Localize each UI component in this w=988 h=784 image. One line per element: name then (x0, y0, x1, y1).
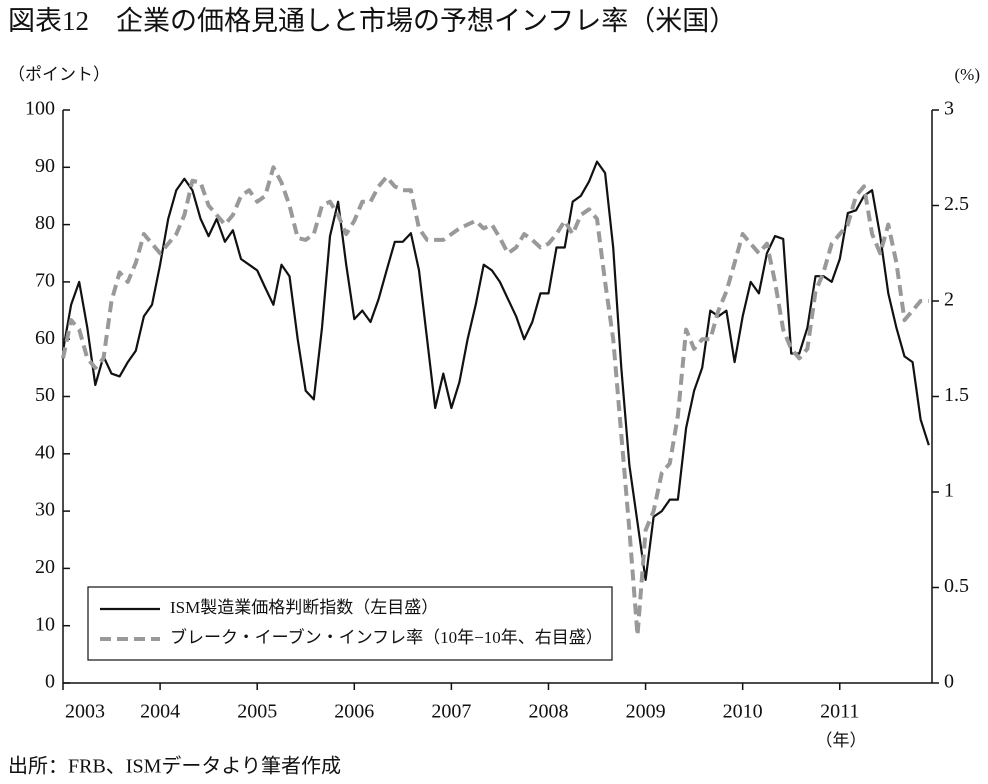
legend-box (87, 586, 613, 661)
y-tick-label: 30 (35, 499, 55, 521)
y-tick-label: 0 (45, 671, 55, 693)
x-axis-label: （年） (816, 731, 867, 750)
x-tick-label: 2004 (140, 701, 180, 723)
y-tick-label: 70 (35, 269, 55, 291)
y2-tick-label: 1.5 (944, 384, 969, 406)
legend-label: ブレーク・イーブン・インフレ率（10年−10年、右目盛） (170, 627, 603, 647)
x-tick-label: 2008 (528, 701, 568, 723)
x-tick-label: 2005 (237, 701, 277, 723)
series-line (61, 160, 930, 582)
y2-tick-label: 3 (944, 98, 954, 120)
y2-tick-label: 0 (944, 671, 954, 693)
y-axis-label: （ポイント） (8, 65, 110, 84)
series-line (61, 165, 929, 638)
y2-axis-label: (%) (955, 65, 980, 84)
x-tick-label: 2011 (820, 701, 859, 723)
y-tick-label: 10 (35, 613, 55, 635)
y2-tick-label: 2.5 (944, 193, 969, 215)
y-tick-label: 80 (35, 212, 55, 234)
y-tick-label: 40 (35, 441, 55, 463)
y2-tick-label: 0.5 (944, 575, 969, 597)
x-tick-label: 2009 (626, 701, 666, 723)
chart-title: 図表12 企業の価格見通しと市場の予想インフレ率（米国） (8, 6, 736, 36)
source-note: 出所：FRB、ISMデータより筆者作成 (8, 755, 341, 778)
x-tick-label: 2010 (723, 701, 763, 723)
y-tick-label: 50 (35, 384, 55, 406)
legend-label: ISM製造業価格判断指数（左目盛） (170, 598, 438, 617)
y2-tick-label: 2 (944, 289, 954, 311)
x-tick-label: 2007 (431, 701, 471, 723)
y-tick-label: 20 (35, 556, 55, 578)
y-tick-label: 90 (35, 155, 55, 177)
x-tick-label: 2003 (65, 701, 105, 723)
y2-tick-label: 1 (944, 480, 954, 502)
x-tick-label: 2006 (334, 701, 374, 723)
y-tick-label: 60 (35, 327, 55, 349)
y-tick-label: 100 (25, 98, 55, 120)
